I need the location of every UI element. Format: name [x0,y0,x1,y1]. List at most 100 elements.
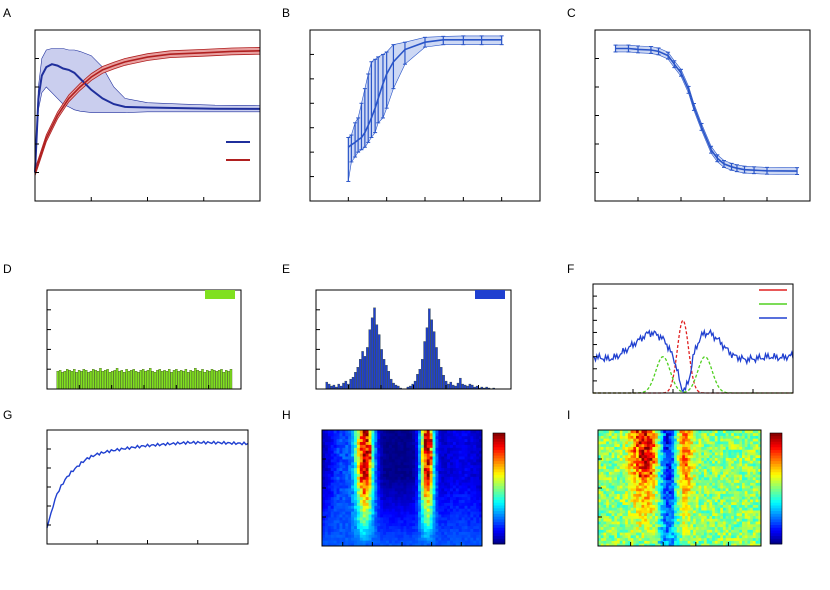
heatmap-cell-H [330,519,335,524]
heatmap-cell-I [598,504,602,508]
heatmap-cell-I [741,463,746,467]
heatmap-cell-H [394,517,399,521]
heatmap-cell-H [383,470,387,474]
heatmap-cell-H [391,508,396,512]
heatmap-cell-I [731,443,735,447]
heatmap-cell-H [412,508,416,512]
heatmap-cell-H [473,488,477,492]
heatmap-cell-H [444,499,448,503]
heatmap-cell-H [426,464,431,469]
heatmap-cell-H [380,430,384,434]
heatmap-cell-I [641,485,645,489]
heatmap-cell-I [695,454,699,459]
heatmap-cell-H [342,470,346,474]
heatmap-cell-H [348,508,352,512]
heatmap-cell-I [714,504,718,508]
heatmap-cell-I [693,523,697,528]
heatmap-cell-I [693,504,697,508]
heatmap-cell-I [725,532,729,536]
heatmap-cell-I [598,540,602,544]
heatmap-cell-I [622,476,626,481]
heatmap-cell-H [467,485,471,489]
heatmap-cell-I [695,474,699,478]
heatmap-cell-H [351,511,355,515]
heatmap-cell-I [657,532,661,536]
heatmap-cell-H [324,464,329,469]
heatmap-cell-I [676,496,680,500]
heatmap-cell-I [755,490,759,494]
heatmap-cell-I [603,460,607,464]
heatmap-cell-I [690,474,694,478]
heatmap-cell-H [409,470,413,474]
heatmap-cell-I [657,529,661,533]
colorbar-segment-H [493,469,505,473]
heatmap-cell-H [400,461,404,466]
heatmap-cell-I [687,537,691,541]
heatmap-cell-H [479,488,483,492]
heatmap-cell-H [339,490,343,495]
heatmap-cell-H [412,511,416,515]
heatmap-cell-I [598,521,602,525]
heatmap-cell-H [388,467,393,471]
heatmap-cell-H [452,493,457,498]
heatmap-cell-H [455,537,460,541]
heatmap-cell-I [663,463,667,467]
histogram-bar-D [120,370,124,390]
heatmap-cell-H [464,531,468,535]
heatmap-cell-I [606,490,610,494]
heatmap-cell-H [461,488,465,492]
heatmap-cell-I [717,512,721,517]
heatmap-cell-H [464,511,468,515]
heatmap-cell-H [400,432,404,437]
heatmap-cell-H [452,482,457,486]
heatmap-cell-I [636,496,640,500]
heatmap-cell-I [728,496,732,500]
heatmap-cell-H [423,490,428,495]
heatmap-cell-I [714,485,718,489]
colorbar-segment-H [493,538,505,542]
heatmap-cell-H [397,493,401,498]
heatmap-cell-H [397,525,401,529]
heatmap-cell-I [679,485,683,489]
heatmap-cell-I [611,515,615,519]
heatmap-cell-H [441,531,445,535]
heatmap-cell-H [351,432,355,437]
heatmap-cell-I [657,460,661,464]
heatmap-cell-H [351,450,355,454]
heatmap-cell-H [450,444,454,448]
heatmap-cell-I [747,488,751,492]
heatmap-cell-H [322,522,326,527]
heatmap-cell-H [426,517,431,521]
heatmap-cell-I [687,493,691,497]
heatmap-cell-I [684,504,689,508]
heatmap-cell-H [415,447,419,451]
series-positive-class [593,356,793,394]
heatmap-cell-H [444,493,448,498]
heatmap-cell-H [394,476,399,480]
heatmap-cell-H [336,482,340,486]
heatmap-cell-I [706,507,710,511]
heatmap-cell-I [695,479,699,483]
series-negative-class [593,319,793,394]
heatmap-cell-I [684,468,689,472]
heatmap-cell-I [709,482,713,486]
heatmap-cell-I [638,540,642,544]
heatmap-cell-I [758,534,762,539]
heatmap-cell-H [438,511,442,515]
heatmap-cell-I [633,521,637,525]
heatmap-cell-I [644,534,648,539]
heatmap-cell-I [736,446,740,450]
heatmap-cell-I [655,468,659,472]
heatmap-cell-H [336,438,340,442]
heatmap-cell-H [339,459,343,463]
heatmap-cell-I [630,488,634,492]
heatmap-cell-I [693,512,697,517]
heatmap-cell-I [682,518,686,522]
heatmap-cell-I [638,468,642,472]
heatmap-cell-H [450,508,454,512]
heatmap-cell-H [479,430,483,434]
heatmap-cell-I [687,471,691,475]
heatmap-cell-I [603,507,607,511]
heatmap-cell-I [603,476,607,481]
heatmap-cell-H [429,505,433,509]
